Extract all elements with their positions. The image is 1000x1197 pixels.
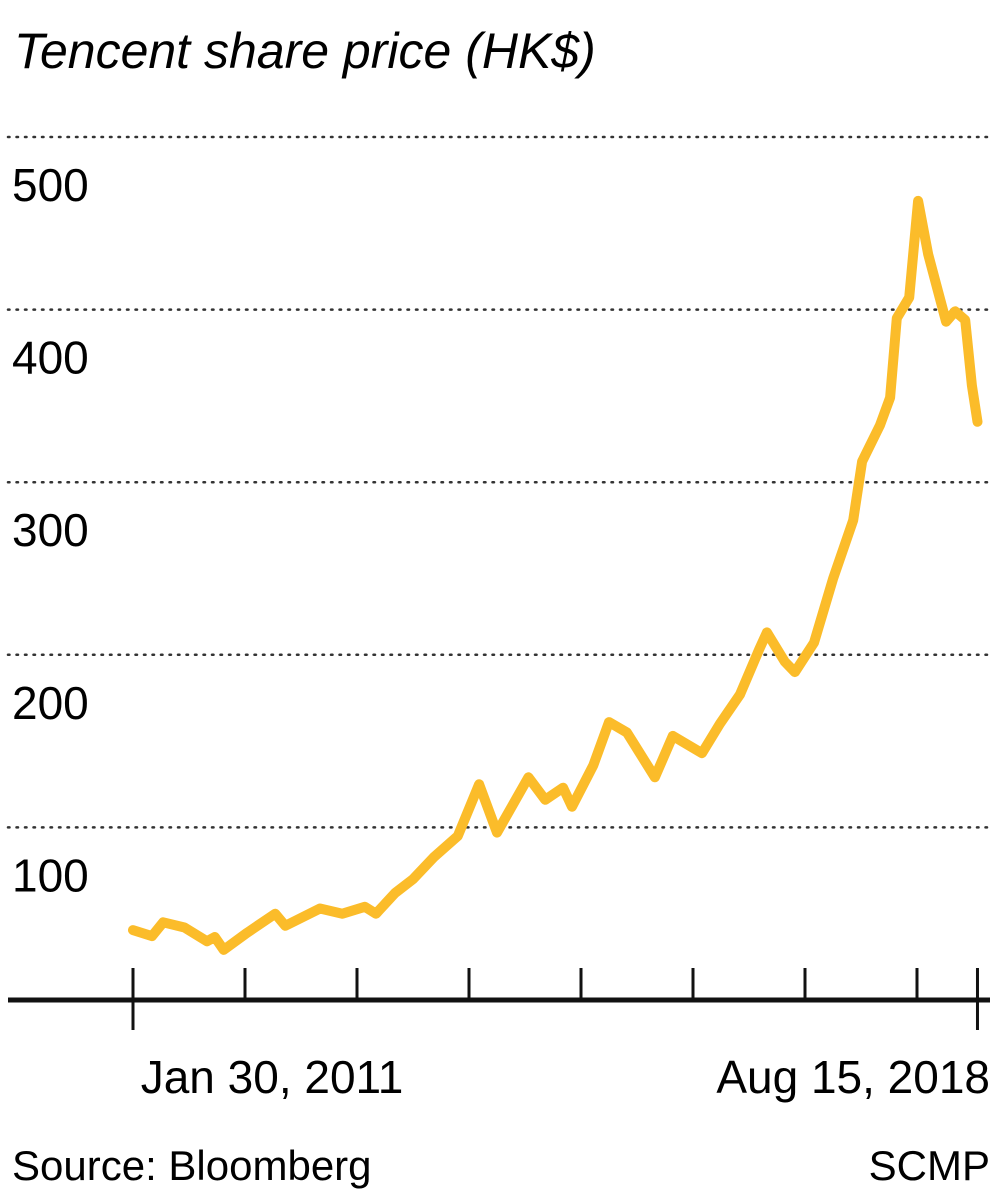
x-tick-label-start: Jan 30, 2011	[141, 1051, 404, 1103]
y-tick-label-200: 200	[12, 677, 89, 729]
y-tick-label-400: 400	[12, 332, 89, 384]
y-tick-label-500: 500	[12, 159, 89, 211]
credit: SCMP	[869, 1142, 990, 1189]
y-tick-label-100: 100	[12, 849, 89, 901]
chart-title: Tencent share price (HK$)	[14, 23, 596, 79]
series-line-tencent	[128, 195, 983, 955]
x-tick-label-end: Aug 15, 2018	[716, 1051, 990, 1103]
y-tick-label-300: 300	[12, 504, 89, 556]
source-note: Source: Bloomberg	[12, 1142, 372, 1189]
